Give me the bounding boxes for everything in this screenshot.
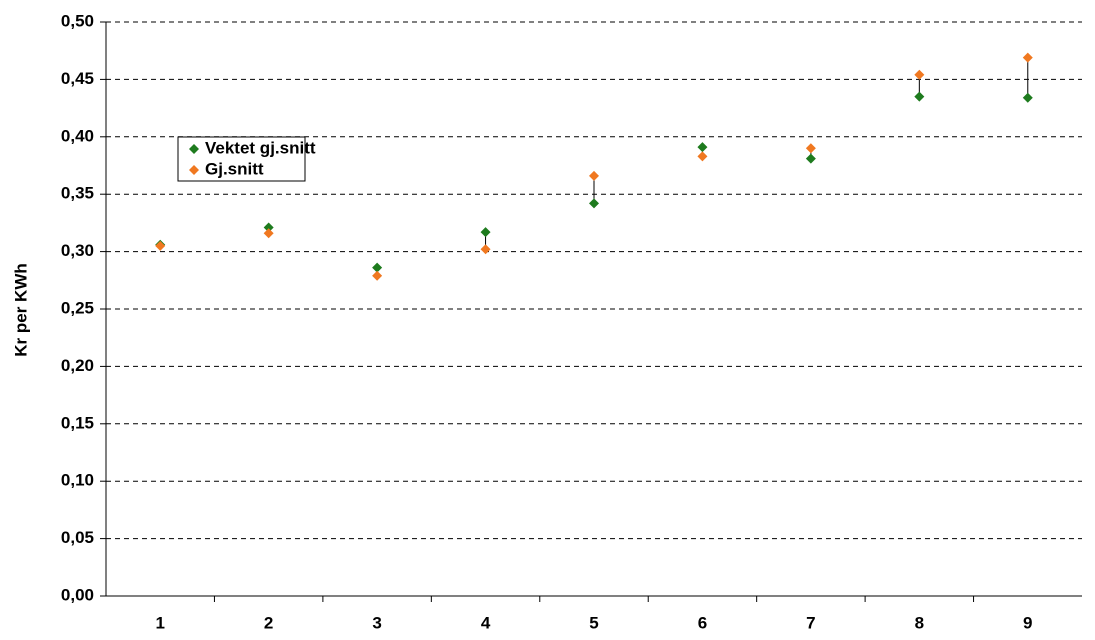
- marker: [263, 222, 274, 233]
- x-tick-label: 6: [698, 613, 707, 632]
- x-tick-label: 4: [481, 613, 491, 632]
- marker: [589, 170, 599, 181]
- x-tick-label: 7: [806, 613, 815, 632]
- x-tick-label: 1: [155, 613, 164, 632]
- y-tick-label: 0,50: [61, 11, 94, 30]
- y-tick-label: 0,45: [61, 69, 94, 88]
- x-tick-label: 9: [1023, 613, 1032, 632]
- legend-label: Gj.snitt: [205, 159, 264, 178]
- marker: [805, 153, 816, 164]
- y-tick-label: 0,15: [61, 413, 94, 432]
- legend-marker: [189, 144, 199, 154]
- y-tick-label: 0,10: [61, 471, 94, 490]
- y-tick-label: 0,20: [61, 356, 94, 375]
- x-tick-label: 3: [372, 613, 381, 632]
- y-tick-label: 0,35: [61, 184, 94, 203]
- marker: [697, 151, 708, 162]
- marker: [589, 198, 599, 209]
- y-axis-label: Kr per KWh: [11, 263, 30, 357]
- marker: [480, 244, 491, 255]
- y-tick-label: 0,00: [61, 585, 94, 604]
- marker: [914, 91, 925, 102]
- legend-marker: [189, 165, 199, 175]
- marker: [372, 270, 383, 281]
- marker: [914, 69, 925, 80]
- marker: [805, 143, 816, 154]
- y-tick-label: 0,40: [61, 126, 94, 145]
- y-tick-label: 0,30: [61, 241, 94, 260]
- legend-box: [177, 136, 306, 182]
- x-tick-label: 5: [589, 613, 598, 632]
- marker: [480, 227, 491, 238]
- y-tick-label: 0,05: [61, 528, 94, 547]
- marker: [263, 228, 274, 239]
- marker: [372, 262, 383, 273]
- y-tick-label: 0,25: [61, 298, 94, 317]
- legend-label: Vektet gj.snitt: [205, 138, 316, 157]
- marker: [1022, 52, 1033, 63]
- x-tick-label: 2: [264, 613, 273, 632]
- marker: [697, 142, 708, 153]
- marker: [155, 240, 166, 251]
- x-tick-label: 8: [915, 613, 924, 632]
- marker: [1022, 92, 1033, 103]
